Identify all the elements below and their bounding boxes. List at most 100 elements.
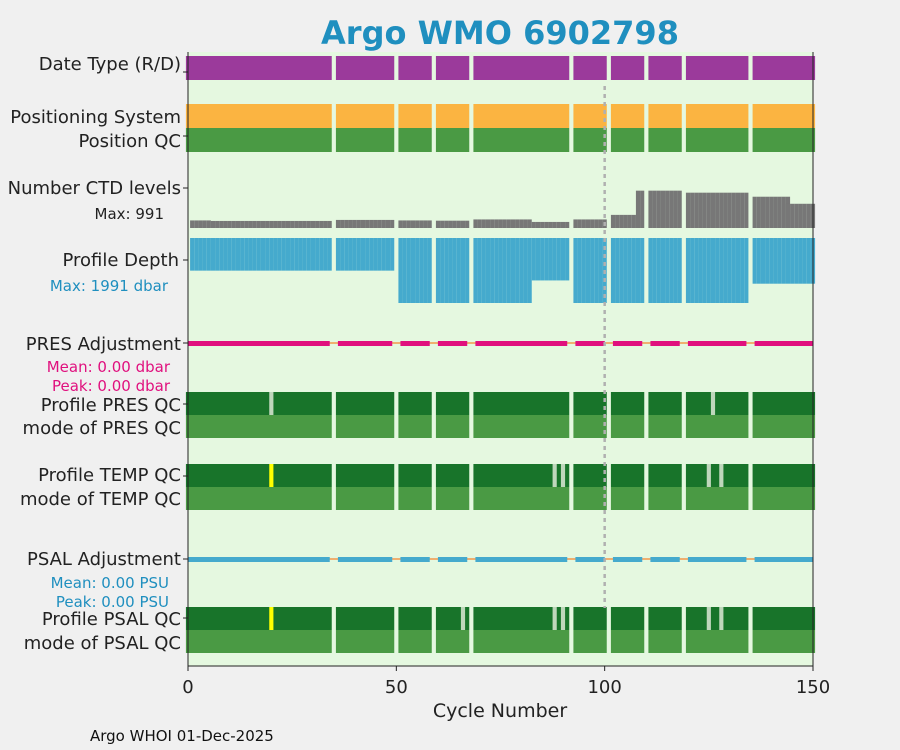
ctd-level-bar <box>552 221 557 228</box>
positioning-bar <box>435 104 470 128</box>
label-pres-adjustment: PRES Adjustment <box>26 334 181 355</box>
chart-marks <box>185 56 816 653</box>
profile-depth-bar <box>769 238 774 284</box>
ctd-level-bar <box>381 219 386 228</box>
profile-depth-bar <box>635 238 641 303</box>
ctd-level-bar <box>548 221 553 228</box>
date-type-bar <box>473 56 570 80</box>
profile-depth-bar <box>356 238 361 271</box>
profile-depth-bar <box>648 238 653 303</box>
profile-depth-bar <box>798 238 803 284</box>
ctd-level-bar <box>502 219 507 228</box>
ctd-level-bar <box>223 220 228 228</box>
profile-depth-bar <box>315 238 320 271</box>
mode-temp-qc-bar <box>335 487 395 510</box>
x-tick-label: 150 <box>796 677 830 698</box>
mode-psal-qc-bar <box>573 630 607 653</box>
ctd-level-bar <box>777 196 782 228</box>
profile-psal-qc-bar <box>335 607 395 630</box>
profile-depth-bar <box>544 238 549 281</box>
ctd-level-bar <box>752 196 757 228</box>
ctd-level-bar <box>206 220 211 228</box>
profile-pres-qc-bar <box>185 392 332 415</box>
profile-psal-qc-bar <box>573 607 607 630</box>
ctd-level-bar <box>527 219 532 228</box>
profile-pres-qc-bar <box>573 392 607 415</box>
mode-psal-qc-bar <box>335 630 395 653</box>
ctd-level-bar <box>348 219 353 228</box>
profile-depth-bar <box>685 238 691 303</box>
ctd-level-bar <box>344 219 349 228</box>
ctd-level-bar <box>585 219 591 228</box>
label-profile-temp-qc: Profile TEMP QC <box>38 465 181 486</box>
pres-adjustment-bar <box>575 341 605 346</box>
mode-pres-qc-bar <box>685 415 749 438</box>
profile-depth-bar <box>669 238 674 303</box>
ctd-level-bar <box>460 220 466 228</box>
profile-depth-bar <box>594 238 599 303</box>
profile-pres-qc-bar <box>685 392 749 415</box>
mode-psal-qc-bar <box>398 630 432 653</box>
ctd-level-bar <box>573 219 578 228</box>
ctd-level-bar <box>219 220 224 228</box>
ctd-level-bar <box>352 219 357 228</box>
profile-depth-bar <box>402 238 407 303</box>
position-qc-bar <box>573 128 607 152</box>
profile-depth-bar <box>473 238 478 303</box>
profile-depth-bar <box>731 238 736 303</box>
x-axis-label: Cycle Number <box>433 700 567 722</box>
ctd-level-bar <box>210 220 216 228</box>
pres-adjustment-bar <box>400 341 430 346</box>
profile-depth-bar <box>710 238 716 303</box>
ctd-level-bar <box>365 219 370 228</box>
label-mode-temp-qc: mode of TEMP QC <box>20 489 181 510</box>
ctd-level-bar <box>306 220 311 228</box>
profile-depth-bar <box>244 238 249 271</box>
profile-depth-bar <box>210 238 216 271</box>
ctd-level-bar <box>506 219 511 228</box>
profile-pres-qc-bar <box>752 392 816 415</box>
pres-adjustment-bar <box>687 341 747 346</box>
ctd-level-bar <box>640 190 645 228</box>
ctd-level-bar <box>252 220 257 228</box>
profile-depth-bar <box>660 238 666 303</box>
profile-depth-bar <box>552 238 557 281</box>
label-mode-psal-qc: mode of PSAL QC <box>24 633 181 654</box>
profile-depth-bar <box>560 238 566 281</box>
profile-depth-bar <box>619 238 624 303</box>
label-depth-max: Max: 1991 dbar <box>50 277 169 295</box>
profile-pres-qc-bar <box>648 392 682 415</box>
pres-adjustment-bar <box>475 341 568 346</box>
profile-depth-bar <box>235 238 241 271</box>
profile-psal-qc-flag <box>460 607 466 630</box>
ctd-level-bar <box>369 219 374 228</box>
profile-depth-bar <box>215 238 220 271</box>
ctd-level-bar <box>802 203 807 228</box>
profile-psal-qc-flag <box>552 607 557 630</box>
ctd-level-bar <box>794 203 799 228</box>
ctd-level-bar <box>660 190 666 228</box>
profile-depth-bar <box>223 238 228 271</box>
profile-depth-bar <box>694 238 699 303</box>
profile-pres-qc-flag <box>269 392 274 415</box>
profile-depth-bar <box>281 238 286 271</box>
mode-temp-qc-bar <box>435 487 470 510</box>
ctd-level-bar <box>769 196 774 228</box>
profile-temp-qc-flag <box>706 464 711 487</box>
pres-adjustment-bar <box>612 341 643 346</box>
ctd-level-bar <box>631 214 636 228</box>
profile-depth-bar <box>735 238 741 303</box>
ctd-level-bar <box>269 220 274 228</box>
psal-adjustment-bar <box>187 557 330 562</box>
profile-depth-bar <box>390 238 395 271</box>
profile-depth-bar <box>302 238 307 271</box>
ctd-level-bar <box>390 219 395 228</box>
ctd-level-bar <box>310 220 316 228</box>
ctd-level-bar <box>410 220 416 228</box>
profile-depth-bar <box>548 238 553 281</box>
x-tick-label: 100 <box>587 677 621 698</box>
ctd-level-bar <box>619 214 624 228</box>
mode-pres-qc-bar <box>398 415 432 438</box>
profile-temp-qc-flag <box>560 464 566 487</box>
